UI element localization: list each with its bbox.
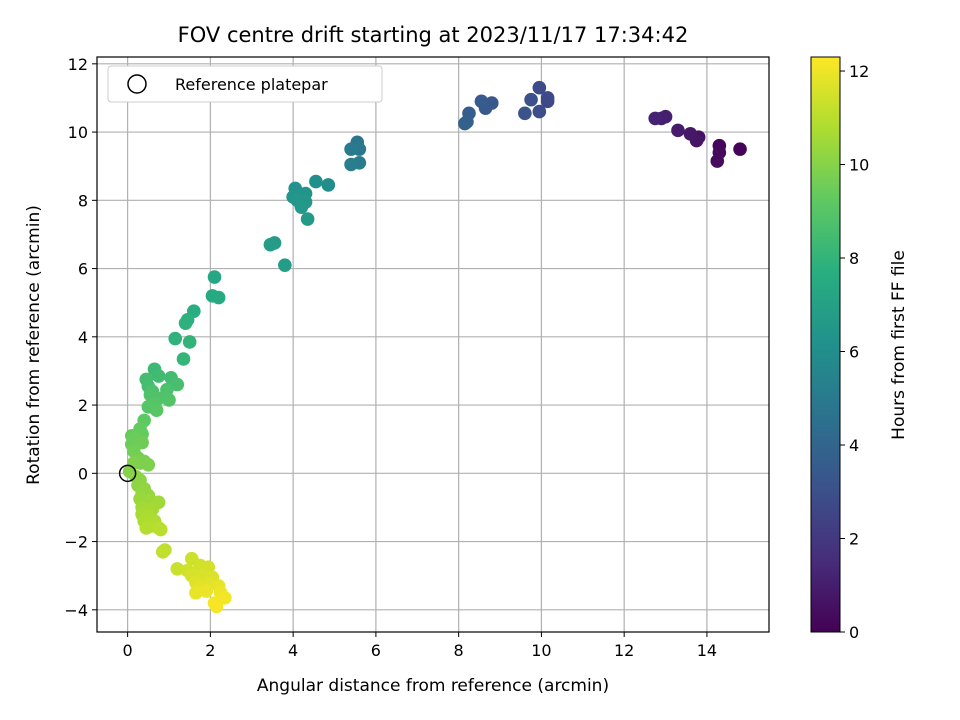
y-tick-label: −2 [64,533,88,552]
data-point [309,174,323,189]
colorbar-ticks: 0 2 4 6 8 10 12 [840,62,869,642]
data-point [170,562,185,576]
legend-open-circle-icon [127,74,147,94]
colorbar: 0 2 4 6 8 10 12 Hours from first FF file [810,56,909,642]
data-point [155,545,170,559]
x-tick-label: 0 [123,641,133,660]
x-tick-label: 4 [288,641,298,660]
data-point [162,393,176,407]
grid-lines [97,57,769,632]
x-tick-label: 14 [697,641,717,660]
y-tick-label: 6 [78,260,88,279]
data-point [524,92,538,107]
data-point [540,91,555,105]
data-point [205,289,220,303]
colorbar-label: Hours from first FF file [889,250,909,440]
data-point [278,258,292,272]
data-point [648,111,663,126]
colorbar-tick-label: 8 [849,249,859,268]
data-point [176,352,191,366]
x-axis-label: Angular distance from reference (arcmin) [257,676,609,696]
data-point [518,106,532,121]
data-point [474,94,489,109]
data-point [170,377,185,392]
y-tick-label: 12 [68,55,88,74]
data-point [139,521,154,535]
data-point [207,270,222,284]
data-point [168,331,183,346]
data-point [263,237,278,252]
x-tick-label: 2 [205,641,215,660]
x-tick-label: 12 [614,641,634,660]
reference-marker [118,464,137,483]
colorbar-gradient [810,56,841,633]
data-point [344,157,358,172]
colorbar-tick-label: 10 [849,156,869,175]
y-axis-label: Rotation from reference (arcmin) [24,205,44,485]
colorbar-tick-label: 2 [849,530,859,549]
data-point [135,435,149,450]
legend-box [107,65,383,103]
colorbar-tick-label: 0 [849,623,859,642]
data-point [151,369,166,383]
data-point [294,200,309,214]
y-tick-label: 2 [78,396,88,415]
y-tick-label: 10 [68,123,88,142]
data-point [458,116,472,131]
x-tick-label: 6 [371,641,381,660]
data-point [733,142,747,156]
scatter-points [122,80,747,614]
data-point [149,403,164,417]
data-point [532,104,547,119]
colorbar-tick-label: 12 [849,62,869,81]
legend: Reference platepar [107,65,383,103]
data-point [218,591,232,605]
y-tick-label: 8 [78,191,88,210]
x-tick-label: 8 [454,641,464,660]
colorbar-tick-label: 6 [849,343,859,362]
data-point [153,522,168,537]
data-point [182,335,197,349]
data-point [178,316,193,330]
data-point [710,154,725,168]
data-point [683,126,698,141]
data-point [300,212,315,226]
x-tick-label: 10 [531,641,551,660]
data-point [199,584,214,598]
data-point [344,142,358,156]
y-tick-label: 4 [78,328,88,347]
data-point [532,80,547,95]
data-point [321,178,336,192]
x-axis-ticks: 0 2 4 6 8 10 12 14 [123,632,717,660]
legend-label: Reference platepar [175,75,328,94]
data-point [189,585,203,600]
colorbar-tick-label: 4 [849,436,859,455]
plot-frame [96,56,770,633]
y-axis-ticks: −4 −2 0 2 4 6 8 10 12 [64,55,97,620]
data-point [671,123,685,138]
data-point [160,382,174,397]
y-tick-label: −4 [64,601,88,620]
chart-title: FOV centre drift starting at 2023/11/17 … [178,23,689,47]
data-point [209,599,224,614]
data-point [141,457,156,472]
y-tick-label: 0 [78,464,88,483]
